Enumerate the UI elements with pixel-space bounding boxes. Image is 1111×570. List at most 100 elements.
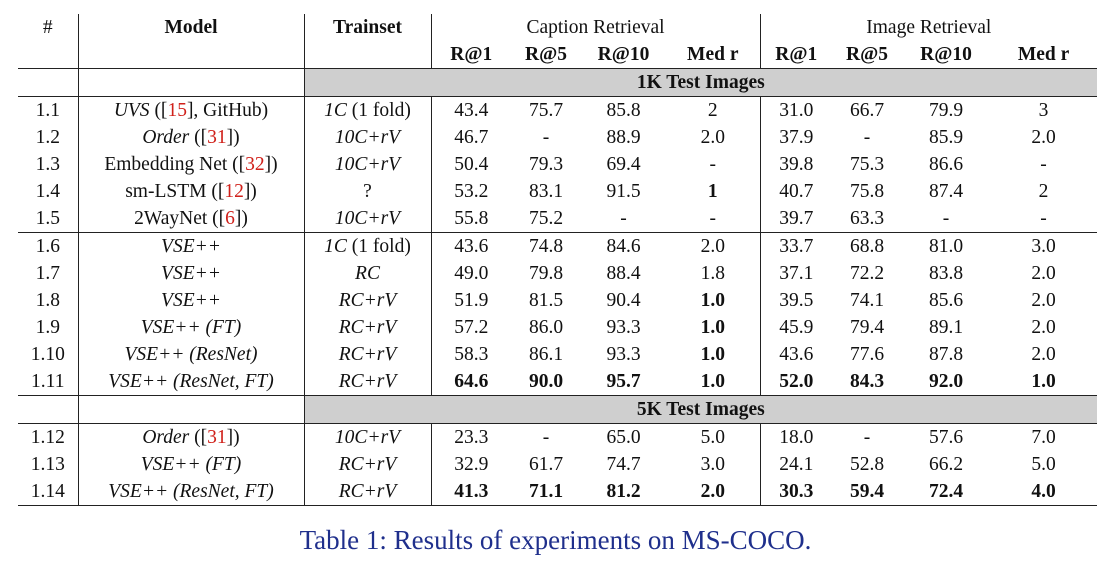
band-blank-num: [18, 68, 79, 97]
model-cell: UVS ([15], GitHub): [78, 96, 305, 124]
table-row: 1.2 Order ([31]) 10C+rV 46.7-88.9 2.0 37.9-85…: [18, 124, 1097, 151]
row-id: 1.1: [18, 96, 79, 124]
table-row: 1.9 VSE++ (FT) RC+rV 57.2 86.0 93.3 1.0 45.9 79.…: [18, 314, 1097, 341]
metric-header: Med r: [666, 41, 761, 69]
caption-metric-cell: 51.9: [454, 290, 489, 311]
image-metric-cell: 18.0: [760, 423, 833, 451]
row-id: 1.11: [18, 368, 79, 396]
model-cell: VSE++ (FT): [78, 451, 305, 478]
image-metric-cell: 79.9: [902, 96, 991, 124]
image-metric-cell: 3.0: [990, 232, 1098, 260]
model-name: VSE++: [161, 290, 221, 311]
model-text: 2WayNet ([: [134, 208, 226, 229]
image-metric-cell: 72.4: [902, 478, 991, 506]
section-band-row: 5K Test Images: [18, 395, 1098, 424]
caption-metric-cell: 95.7: [606, 371, 641, 392]
trainset-name: 10C+rV: [334, 427, 401, 448]
caption-metric-cell: 74.8: [511, 232, 581, 260]
image-metric-cell: 30.3: [760, 478, 833, 506]
header-row-1: # Model Trainset Caption Retrieval Image…: [18, 14, 1097, 41]
header-row-2: R@1 R@5 R@10 Med r R@1 R@5 R@10 Med r: [18, 41, 1097, 69]
caption-metric-cell: 64.6: [454, 371, 489, 392]
image-metric-cell: -: [832, 423, 903, 451]
band-blank-model: [78, 395, 305, 424]
table-row: 1.1 UVS ([15], GitHub) 1C (1 fold) 43.4 75.7…: [18, 96, 1098, 124]
table-row: 1.14 VSE++ (ResNet, FT) RC+rV 41.3 71.1 81.2 2…: [18, 478, 1098, 506]
trainset-cell: 1C (1 fold): [304, 232, 432, 260]
image-metric-cell: 31.0: [760, 96, 833, 124]
model-suffix: ]): [243, 181, 257, 202]
caption-metric-cell: 74.7: [606, 454, 641, 475]
image-metric-cell: 77.6: [849, 344, 885, 365]
model-cell: VSE++: [78, 287, 305, 314]
citation-link[interactable]: 31: [207, 127, 227, 148]
image-metric-cell: 87.4: [928, 181, 964, 202]
image-metric-cell: 37.1: [779, 263, 814, 284]
trainset-name: 10C+rV: [334, 208, 401, 229]
row-id: 1.4: [18, 178, 79, 205]
trainset-cell: RC+rV: [304, 287, 432, 314]
image-metric-cell: 89.1: [928, 317, 964, 338]
table-caption: Table 1: Results of experiments on MS-CO…: [299, 525, 812, 555]
model-text: ([: [189, 427, 208, 448]
caption-metric-cell: 79.3: [528, 154, 564, 175]
trainset-name: RC+rV: [338, 371, 397, 392]
image-metric-cell: 45.9: [779, 317, 814, 338]
citation-link[interactable]: 31: [207, 427, 227, 448]
row-id: 1.14: [18, 478, 79, 506]
metric-header: R@1: [450, 44, 493, 65]
model-text: ([: [149, 100, 168, 121]
image-metric-cell: 43.6: [779, 344, 814, 365]
model-cell: VSE++ (FT): [78, 314, 305, 341]
caption-metric-cell: 85.8: [581, 96, 666, 124]
caption-metric-cell: 50.4: [454, 154, 489, 175]
caption-metric-cell: 1: [666, 178, 761, 205]
table-body: 1K Test Images 1.1 UVS ([15], GitHub) 1C (1…: [18, 68, 1098, 506]
caption-metric-cell: -: [511, 423, 581, 451]
trainset-cell: RC+rV: [304, 451, 432, 478]
image-metric-cell: 85.6: [928, 290, 964, 311]
caption-metric-cell: 53.2: [454, 181, 489, 202]
trainset-name: 10C+rV: [334, 154, 401, 175]
caption-metric-cell: 2: [666, 96, 761, 124]
trainset-cell: RC: [304, 260, 432, 287]
trainset-note: ?: [363, 181, 372, 202]
citation-link[interactable]: 15: [167, 100, 187, 121]
image-metric-cell: 2: [1038, 181, 1049, 202]
caption-metric-cell: 43.6: [431, 232, 511, 260]
caption-metric-cell: 81.2: [581, 478, 666, 506]
image-metric-cell: 39.5: [779, 290, 814, 311]
image-metric-cell: 5.0: [1031, 454, 1056, 475]
citation-link[interactable]: 32: [245, 154, 265, 175]
image-metric-cell: 2.0: [1031, 290, 1056, 311]
image-metric-cell: 40.7: [779, 181, 814, 202]
caption-metric-cell: 2.0: [666, 124, 761, 151]
trainset-name: RC+rV: [338, 290, 397, 311]
caption-metric-cell: 49.0: [454, 263, 489, 284]
model-cell: VSE++ (ResNet, FT): [78, 478, 305, 506]
model-cell: 2WayNet ([6]): [78, 205, 305, 233]
image-metric-cell: 83.8: [928, 263, 964, 284]
image-metric-cell: 39.7: [779, 208, 814, 229]
caption-metric-cell: 57.2: [454, 317, 489, 338]
trainset-cell: 10C+rV: [304, 423, 432, 451]
image-metric-cell: 2.0: [1031, 127, 1056, 148]
model-cell: Order ([31]): [78, 124, 305, 151]
col-header-model: Model: [78, 14, 305, 41]
image-metric-cell: 79.4: [849, 317, 885, 338]
image-metric-cell: 86.6: [928, 154, 964, 175]
trainset-name: RC+rV: [338, 317, 397, 338]
caption-metric-cell: 71.1: [511, 478, 581, 506]
caption-metric-cell: 84.6: [581, 232, 666, 260]
row-id: 1.12: [18, 423, 79, 451]
caption-metric-cell: -: [542, 127, 550, 148]
model-text: Embedding Net ([: [104, 154, 246, 175]
model-suffix: ], GitHub): [186, 100, 269, 121]
image-metric-cell: 37.9: [779, 127, 814, 148]
citation-link[interactable]: 6: [225, 208, 235, 229]
model-name: VSE++ (FT): [140, 317, 242, 338]
caption-metric-cell: 91.5: [606, 181, 641, 202]
model-name: VSE++: [161, 263, 221, 284]
citation-link[interactable]: 12: [224, 181, 244, 202]
table-row: 1.5 2WayNet ([6]) 10C+rV 55.8 75.2- -39.7 63.3…: [18, 205, 1097, 233]
